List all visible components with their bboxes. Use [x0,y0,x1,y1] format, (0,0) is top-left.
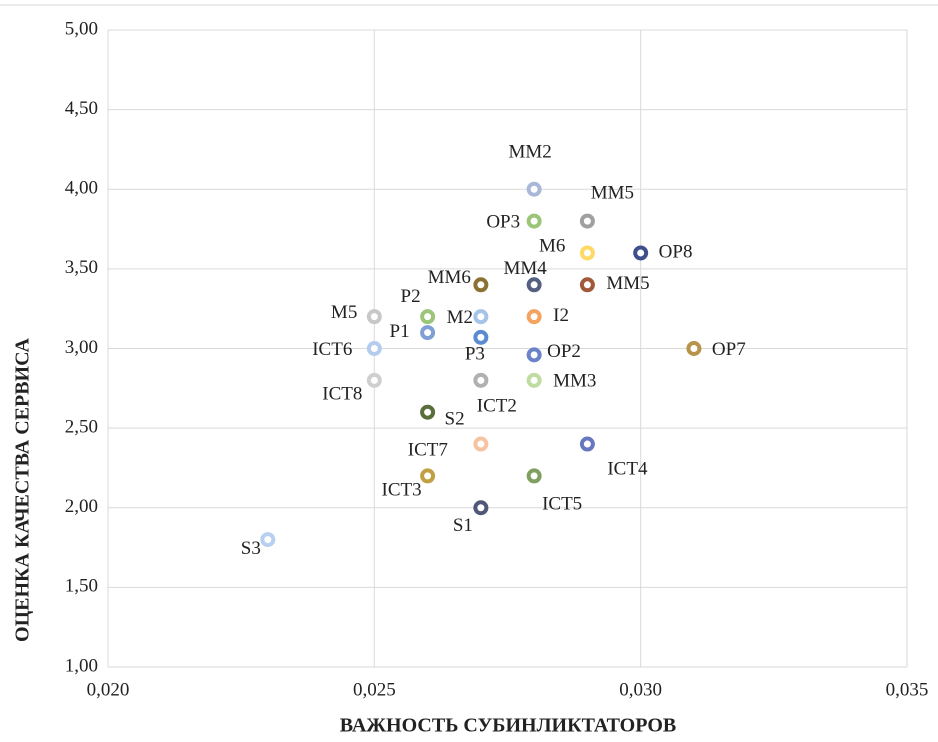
point [366,372,382,388]
point [420,309,436,325]
point [420,404,436,420]
y-tick-label: 1,50 [65,576,98,597]
point-label: S3 [241,538,261,559]
point-label: MM3 [553,371,596,392]
point-label: OP8 [659,241,693,262]
point [473,500,489,516]
point-label: MM4 [503,258,547,279]
point [579,213,595,229]
point-label: P1 [390,321,410,342]
y-tick-label: 2,50 [65,416,98,437]
x-axis-title: ВАЖНОСТЬ СУБИНЛИКТАТОРОВ [340,715,676,737]
point-label: ICT5 [542,493,582,514]
point [366,341,382,356]
point [473,329,489,345]
point-label: MM5 [591,182,634,203]
y-tick-label: 3,50 [65,257,98,278]
x-tick-label: 0,025 [353,679,396,700]
point-label: MM2 [508,142,551,163]
point-label: M2 [447,307,473,328]
point-label: ICT6 [312,339,352,360]
point-label: S1 [453,515,473,536]
point-label: OP3 [486,211,520,232]
point-label: M6 [539,235,565,256]
x-tick-label: 0,035 [886,679,929,700]
point-label: MM6 [428,267,471,288]
point [473,372,489,388]
point-label: M5 [331,302,357,323]
point [473,277,489,293]
point [686,341,702,356]
point [633,245,649,261]
point-label: ICT4 [607,458,648,479]
y-tick-label: 5,00 [65,18,98,39]
point [420,325,436,341]
point [420,468,436,484]
point [579,436,595,452]
point [526,181,542,197]
y-axis-title: ОЦЕНКА КАЧЕСТВА СЕРВИСА [12,337,34,642]
y-tick-label: 3,00 [65,337,98,358]
point [526,213,542,229]
point-label: ICT7 [408,439,448,460]
point [526,277,542,293]
point-label: P3 [465,344,485,365]
point [366,309,382,325]
point-label: S2 [445,409,465,430]
point-label: OP7 [712,339,746,360]
point [579,277,595,293]
x-tick-label: 0,020 [87,679,130,700]
point-label: I2 [553,305,569,326]
point-label: ICT2 [477,396,517,417]
point-label: OP2 [547,341,581,362]
point-label: MM5 [606,273,649,294]
point [526,372,542,388]
point [526,468,542,484]
y-tick-label: 4,50 [65,98,98,119]
x-tick-label: 0,030 [619,679,662,700]
point [473,436,489,452]
point [526,347,542,363]
point [526,309,542,325]
point [260,532,276,548]
point-label: ICT8 [322,384,362,405]
point-label: ICT3 [382,479,422,500]
point [579,245,595,261]
y-tick-label: 1,00 [65,655,98,676]
point [473,309,489,325]
y-tick-label: 4,00 [65,178,98,199]
y-tick-label: 2,00 [65,496,98,517]
point-label: P2 [401,286,421,307]
